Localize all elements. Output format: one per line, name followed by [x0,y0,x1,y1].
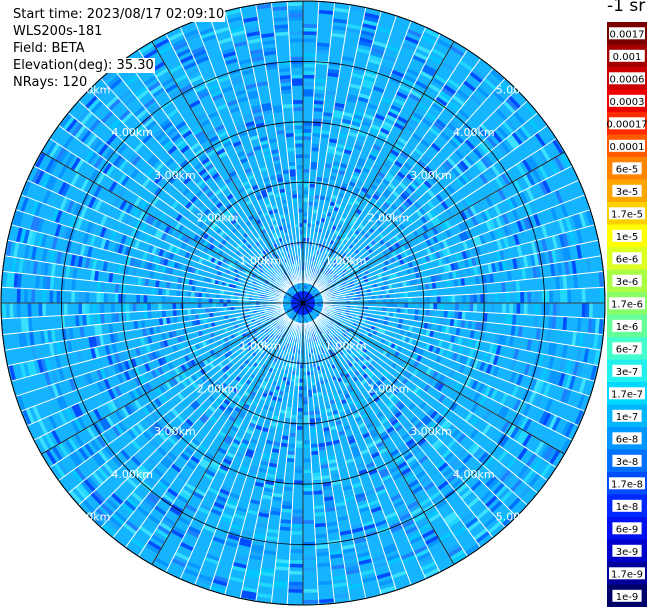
colorbar-label-bg [609,207,645,220]
colorbar-label-bg [612,409,642,422]
ring-label: 3.00km [154,425,196,438]
colorbar-label-bg [612,589,642,602]
spoke-330 [151,41,304,304]
ring-label: 1.00km [325,254,367,267]
ring-label: 5.00km [496,84,538,97]
colorbar-tick-label: 0.0003 [610,97,645,108]
colorbar-tick-label: 1e-9 [616,592,639,603]
field-label: Field: BETA [12,41,86,56]
colorbar-tick-label: 0.0001 [610,142,645,153]
colorbar-label-bg [612,499,642,512]
colorbar-tick-label: 1.7e-5 [611,209,643,220]
spoke-150 [302,302,455,565]
field-cells-group-0 [25,5,592,599]
spoke-60 [302,151,565,304]
colorbar-label-bg [612,432,642,445]
colorbar-label-bg [612,184,642,197]
colorbar-label-bg [612,319,642,332]
ring-label: 2.00km [197,212,239,225]
colorbar-tick-label: 1e-6 [616,322,639,333]
colorbar-label-bg [609,117,645,130]
ring-label: 4.00km [111,126,153,139]
colorbar-label-bg [609,139,645,152]
colorbar-tick-label: 3e-7 [616,367,639,378]
instrument-label: WLS200s-181 [12,24,104,39]
start-time-label: Start time: 2023/08/17 02:09:10 [12,7,226,22]
field-cells-group-9 [17,15,604,586]
colorbar-tick-label: 0.00017 [606,119,647,130]
elevation-label: Elevation(deg): 35.30 [12,58,155,73]
ring-label: 2.00km [368,382,410,395]
colorbar-label-bg [612,229,642,242]
spoke-240 [41,302,304,455]
colorbar-label-bg [612,364,642,377]
ring-label: 1.00km [240,340,282,353]
colorbar-tick-label: 6e-6 [616,254,639,265]
azimuth-spokes [1,1,605,605]
colorbar-tick-label: 3e-8 [616,457,639,468]
colorbar-label-bg [609,27,645,40]
colorbar-tick-label: 0.001 [613,52,642,63]
colorbar-label-bg [609,567,645,580]
spoke-300 [41,151,304,304]
colorbar-tick-label: 1e-8 [616,502,639,513]
spoke-30 [302,41,455,304]
colorbar-label-bg [612,162,642,175]
ring-label: 4.00km [453,468,495,481]
ring-label: 1.00km [325,340,367,353]
ring-label: 4.00km [111,468,153,481]
ring-label: 4.00km [453,126,495,139]
colorbar-label-bg [612,522,642,535]
colorbar-label-bg [612,274,642,287]
ring-label: 5.00km [69,511,111,524]
ring-label: 2.00km [368,212,410,225]
ring-label: 2.00km [197,382,239,395]
ring-label: 3.00km [410,425,452,438]
colorbar: 0.0017 0.001 0.0006 0.0003 0.00017 0.0001 6e-5… [606,22,647,607]
colorbar-label-bg [609,72,645,85]
spoke-210 [151,302,304,565]
colorbar-label-bg [609,49,645,62]
colorbar-tick-label: 3e-9 [616,547,639,558]
colorbar-label-bg [609,477,645,490]
spoke-120 [302,302,565,455]
colorbar-tick-label: 3e-5 [616,187,639,198]
colorbar-tick-label: 6e-5 [616,164,639,175]
colorbar-tick-label: 1e-7 [616,412,639,423]
colorbar-tick-label: 6e-9 [616,524,639,535]
colorbar-label-bg [612,252,642,265]
colorbar-label-bg [609,297,645,310]
colorbar-tick-label: 1.7e-7 [611,389,643,400]
colorbar-label-bg [612,544,642,557]
ring-label: 5.00km [496,511,538,524]
colorbar-tick-label: 0.0006 [610,74,645,85]
colorbar-label-bg [609,387,645,400]
colorbar-tick-label: 1e-5 [616,232,639,243]
nrays-label: NRays: 120 [12,75,89,90]
colorbar-tick-label: 1.7e-6 [611,299,643,310]
ring-label: 3.00km [154,169,196,182]
colorbar-tick-label: 3e-6 [616,277,639,288]
colorbar-tick-label: 6e-8 [616,434,639,445]
ring-label: 1.00km [240,254,282,267]
range-ring-labels: 1.00km 1.00km 1.00km 1.00km 2.00km 2.00km 2.00… [69,84,538,524]
colorbar-tick-label: 0.0017 [610,29,645,40]
colorbar-tick-label: 1.7e-9 [611,569,643,580]
colorbar-tick-label: 1.7e-8 [611,479,643,490]
colorbar-label-bg [612,454,642,467]
colorbar-label-bg [612,342,642,355]
colorbar-label-bg [609,94,645,107]
ring-label: 3.00km [410,169,452,182]
colorbar-tick-label: 6e-7 [616,344,639,355]
colorbar-unit-label: -1 sr [607,0,646,16]
